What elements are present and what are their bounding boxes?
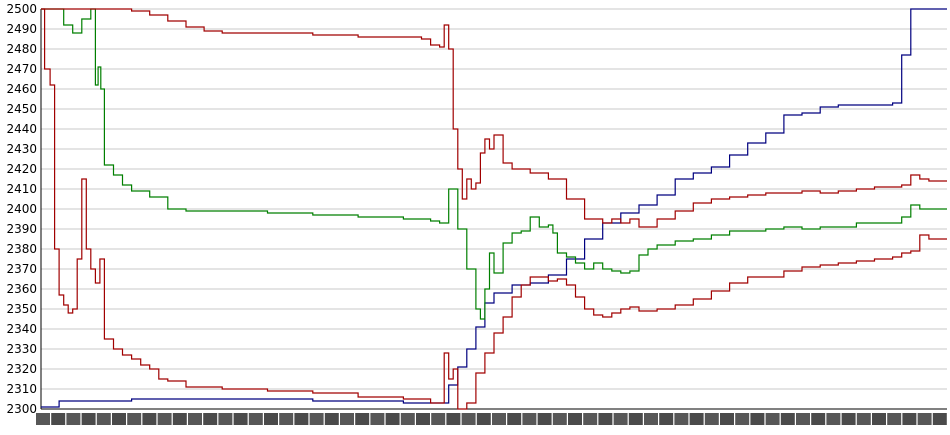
x-tick-label-overlap [750,413,765,425]
x-tick-label-overlap [507,413,522,425]
x-tick-label-overlap [340,413,354,425]
x-tick-label-overlap [568,413,582,425]
x-tick-label-overlap [461,413,476,425]
x-tick-label-overlap [902,413,917,425]
y-tick-label-2330: 2330 [6,342,37,356]
y-tick-label-2340: 2340 [6,322,37,336]
x-tick-label-overlap [917,413,932,425]
x-tick-label-overlap [811,413,826,425]
series-line-2 [41,8,947,320]
x-tick-label-overlap [704,413,719,425]
x-tick-label-overlap [188,413,202,425]
x-tick-label-overlap [36,413,50,425]
x-tick-label-overlap [720,413,734,425]
x-tick-label-overlap [735,413,750,425]
y-tick-label-2490: 2490 [6,22,37,36]
x-axis [36,408,947,425]
x-tick-label-overlap [856,413,871,425]
y-tick-label-2380: 2380 [6,242,37,256]
x-tick-label-overlap [841,413,856,425]
x-tick-label-overlap [385,413,400,425]
x-tick-label-overlap [172,413,187,425]
y-tick-label-2300: 2300 [6,402,37,416]
x-tick-label-overlap [659,413,674,425]
x-tick-label-overlap [127,413,142,425]
x-tick-label-overlap [780,413,795,425]
x-tick-label-overlap [370,413,385,425]
y-tick-label-2430: 2430 [6,142,37,156]
y-tick-label-2310: 2310 [6,382,37,396]
x-tick-label-overlap [887,413,902,425]
x-tick-label-overlap [644,413,658,425]
x-tick-label-overlap [309,413,324,425]
x-tick-label-overlap [674,413,689,425]
x-tick-label-overlap [355,413,370,425]
x-tick-label-overlap [400,413,415,425]
y-tick-label-2440: 2440 [6,122,37,136]
y-tick-label-2410: 2410 [6,182,37,196]
x-tick-label-overlap [872,413,886,425]
x-tick-label-overlap [476,413,491,425]
y-tick-label-2320: 2320 [6,362,37,376]
x-tick-label-overlap [248,413,263,425]
x-tick-label-overlap [142,413,157,425]
x-tick-label-overlap [932,413,947,425]
x-tick-label-overlap [324,413,339,425]
x-tick-label-overlap [598,413,613,425]
x-tick-label-overlap [416,413,430,425]
x-tick-label-overlap [689,413,704,425]
y-axis: 2300 2310 2320 2330 2340 2350 2360 2370 2380 2390… [6,2,42,416]
x-tick-label-overlap [233,413,248,425]
x-tick-label-overlap [522,413,537,425]
y-tick-label-2400: 2400 [6,202,37,216]
x-tick-label-overlap [492,413,506,425]
x-tick-label-overlap [826,413,841,425]
y-tick-label-2420: 2420 [6,162,37,176]
y-tick-label-2350: 2350 [6,302,37,316]
x-tick-label-overlap [203,413,218,425]
y-tick-label-2500: 2500 [6,2,37,16]
x-tick-label-overlap [552,413,567,425]
x-tick-label-overlap [218,413,233,425]
x-tick-label-overlap [279,413,294,425]
x-tick-label-overlap [431,413,446,425]
x-tick-label-overlap [628,413,643,425]
x-tick-label-overlap [51,413,66,425]
series-line-4 [41,8,947,228]
x-tick-label-overlap [537,413,552,425]
y-tick-label-2460: 2460 [6,82,37,96]
y-tick-label-2480: 2480 [6,42,37,56]
series-group [41,8,947,410]
y-tick-label-2370: 2370 [6,262,37,276]
series-line-3 [41,8,947,410]
x-tick-label-overlap [796,413,810,425]
x-tick-label-overlap [66,413,81,425]
x-tick-label-overlap [765,413,780,425]
x-tick-label-overlap [157,413,172,425]
y-tick-label-2360: 2360 [6,282,37,296]
x-tick-label-overlap [583,413,598,425]
x-tick-label-overlap [446,413,461,425]
x-tick-label-overlap [613,413,628,425]
x-tick-label-overlap [294,413,309,425]
x-tick-label-overlap [264,413,278,425]
y-tick-label-2470: 2470 [6,62,37,76]
y-tick-label-2450: 2450 [6,102,37,116]
y-tick-label-2390: 2390 [6,222,37,236]
x-tick-label-overlap [81,413,96,425]
x-tick-label-overlap [112,413,126,425]
x-tick-label-overlap [96,413,111,425]
